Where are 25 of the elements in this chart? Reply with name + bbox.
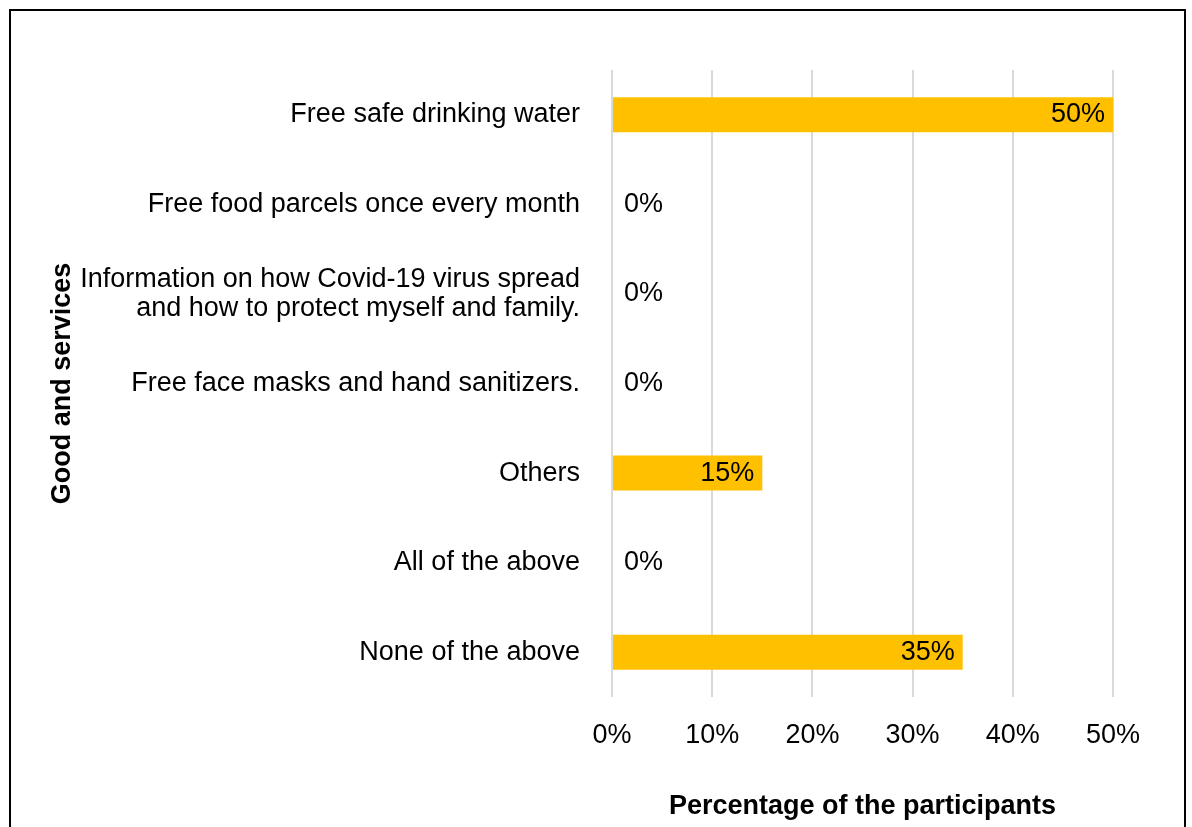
data-label: 15% <box>700 456 755 487</box>
x-tick-label: 0% <box>592 718 632 749</box>
y-axis-title: Good and services <box>45 262 76 505</box>
y-tick-label: None of the above <box>359 635 580 666</box>
data-label: 0% <box>624 546 664 577</box>
x-axis-title: Percentage of the participants <box>668 790 1057 821</box>
bar <box>613 455 763 491</box>
bar <box>613 97 1113 133</box>
data-label: 50% <box>1050 98 1105 129</box>
y-tick-label: Free safe drinking water <box>290 98 580 129</box>
x-tick-label: 20% <box>785 718 840 749</box>
x-tick-label: 40% <box>985 718 1040 749</box>
y-tick-label: All of the above <box>393 546 580 577</box>
y-tick-label: Others <box>498 456 580 487</box>
y-tick-label: Information on how Covid-19 virus spread and how to protect myself and family. <box>80 262 580 323</box>
x-tick-label: 50% <box>1085 718 1141 749</box>
x-tick-label: 10% <box>685 718 740 749</box>
data-label: 35% <box>900 635 955 666</box>
data-label: 0% <box>624 277 664 308</box>
bar <box>613 634 963 670</box>
data-label: 0% <box>624 366 664 397</box>
data-label: 0% <box>624 187 664 218</box>
y-tick-label: Free face masks and hand sanitizers. <box>131 366 580 397</box>
x-tick-label: 30% <box>885 718 940 749</box>
y-tick-label: Free food parcels once every month <box>147 187 580 218</box>
